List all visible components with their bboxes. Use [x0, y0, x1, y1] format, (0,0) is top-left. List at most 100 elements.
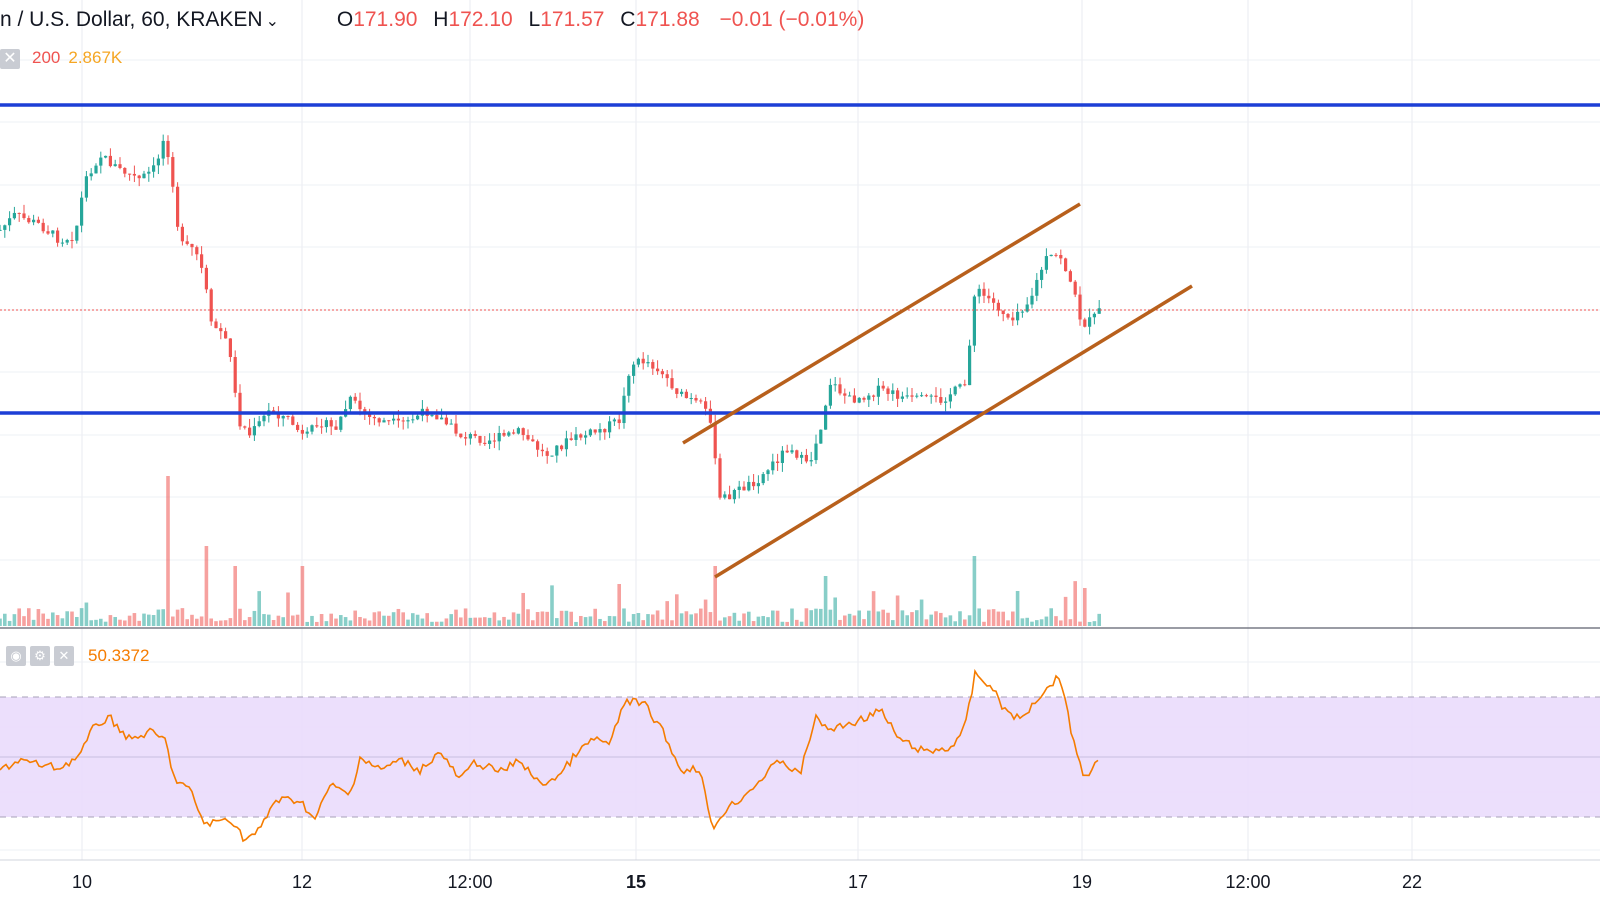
candle [521, 428, 525, 436]
candle [680, 391, 684, 394]
volume-bar [790, 608, 794, 626]
candle [588, 429, 592, 436]
candle [56, 230, 60, 243]
candle [1016, 311, 1020, 321]
volume-bar [689, 614, 693, 626]
volume-bar [1035, 620, 1039, 626]
volume-bar [636, 613, 641, 626]
candle [339, 416, 343, 430]
chevron-down-icon[interactable]: ⌄ [265, 13, 280, 30]
candle [1020, 311, 1024, 313]
x-tick-label: 19 [1072, 872, 1092, 892]
volume-bar [401, 612, 405, 626]
volume-bar [559, 610, 564, 626]
volume-bar [127, 615, 132, 626]
volume-bar [958, 611, 962, 626]
volume-bar [406, 619, 410, 626]
candle [204, 267, 208, 290]
volume-bar [497, 620, 501, 626]
candle [1059, 255, 1063, 259]
volume-bar [857, 610, 861, 626]
candle [992, 298, 996, 303]
volume-bar [185, 619, 189, 626]
volume-bar [1020, 618, 1025, 626]
volume-bar [295, 614, 300, 626]
candle [281, 416, 285, 419]
volume-bar [118, 619, 122, 626]
candle [651, 362, 655, 369]
eye-icon[interactable]: ◉ [6, 645, 26, 666]
symbol-title[interactable]: n / U.S. Dollar, 60, KRAKEN ⌄ [0, 8, 280, 31]
volume-bar [372, 612, 377, 626]
close-icon[interactable]: ✕ [0, 48, 20, 69]
volume-bar [502, 616, 506, 626]
candle [152, 165, 156, 172]
candle [468, 434, 472, 439]
candle [104, 155, 108, 158]
candle [670, 378, 674, 389]
candle [608, 421, 612, 433]
volume-bar [468, 617, 473, 626]
candle [36, 219, 40, 223]
candle [632, 364, 636, 376]
volume-bar [243, 620, 247, 626]
candle [32, 219, 36, 223]
channel-upper-line[interactable] [682, 202, 1081, 445]
volume-bar [454, 609, 458, 626]
candle [137, 175, 141, 179]
candle [363, 409, 367, 413]
volume-bar [209, 618, 213, 626]
volume-bar [929, 614, 933, 626]
candle [704, 401, 708, 409]
candle [809, 460, 813, 462]
candle [238, 392, 242, 427]
candle [368, 412, 372, 417]
candle [862, 397, 866, 400]
volume-bar [262, 614, 266, 626]
volume-bar [1015, 590, 1020, 626]
volume-bar [1011, 611, 1015, 626]
volume-bar [718, 620, 722, 626]
rsi-line [0, 668, 1099, 843]
volume-bar [665, 601, 669, 626]
volume-bar [1092, 621, 1097, 626]
volume-bar [641, 620, 645, 626]
gear-icon[interactable]: ⚙ [30, 645, 50, 666]
candle [147, 171, 151, 174]
candle [1073, 281, 1077, 295]
volume-bar [137, 620, 141, 626]
candle [17, 212, 21, 214]
volume-bar [771, 610, 775, 626]
volume-bar [300, 566, 305, 626]
volume-bar [195, 618, 199, 626]
volume-bar [991, 609, 996, 626]
candle [449, 423, 453, 425]
volume-bar [579, 615, 583, 626]
volume-bar [939, 612, 943, 626]
candle [209, 289, 213, 322]
candle [464, 437, 468, 439]
candle [555, 445, 559, 456]
candle [84, 176, 88, 198]
candle [886, 388, 890, 394]
volume-bar [708, 612, 713, 626]
candle [75, 225, 79, 241]
channel-lower-line[interactable] [714, 284, 1193, 579]
candle [1068, 271, 1072, 282]
volume-bar [1025, 617, 1029, 626]
candles [0, 134, 1101, 504]
volume-bar [175, 609, 180, 626]
volume-bar [343, 617, 348, 626]
volume-bar [967, 615, 972, 626]
candle [924, 395, 928, 397]
candle [132, 173, 136, 176]
volume-bar [694, 613, 698, 626]
volume-bar [747, 611, 751, 626]
close-icon[interactable]: ✕ [54, 645, 74, 666]
volume-bar [1054, 616, 1058, 626]
ohlc-close: C171.88 [620, 8, 700, 31]
volume-bar [881, 609, 885, 626]
candle [320, 426, 324, 428]
candle [833, 384, 837, 386]
